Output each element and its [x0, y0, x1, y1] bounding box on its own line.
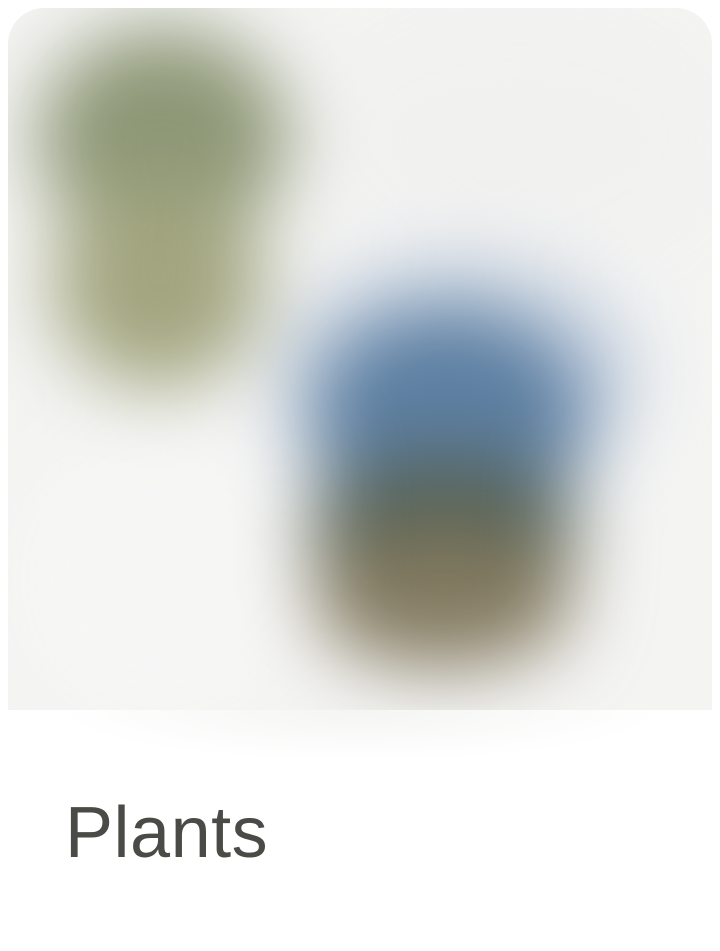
category-title: Plants — [65, 793, 269, 873]
pot-soil — [313, 528, 573, 668]
backdrop-bottom — [8, 428, 308, 710]
backdrop-highlight — [308, 8, 712, 268]
left-plant-lower — [53, 178, 263, 388]
plant-pots-thumbnail-icon — [8, 8, 712, 710]
thumbnail-shadow — [0, 710, 720, 800]
category-thumbnail[interactable] — [8, 8, 712, 710]
